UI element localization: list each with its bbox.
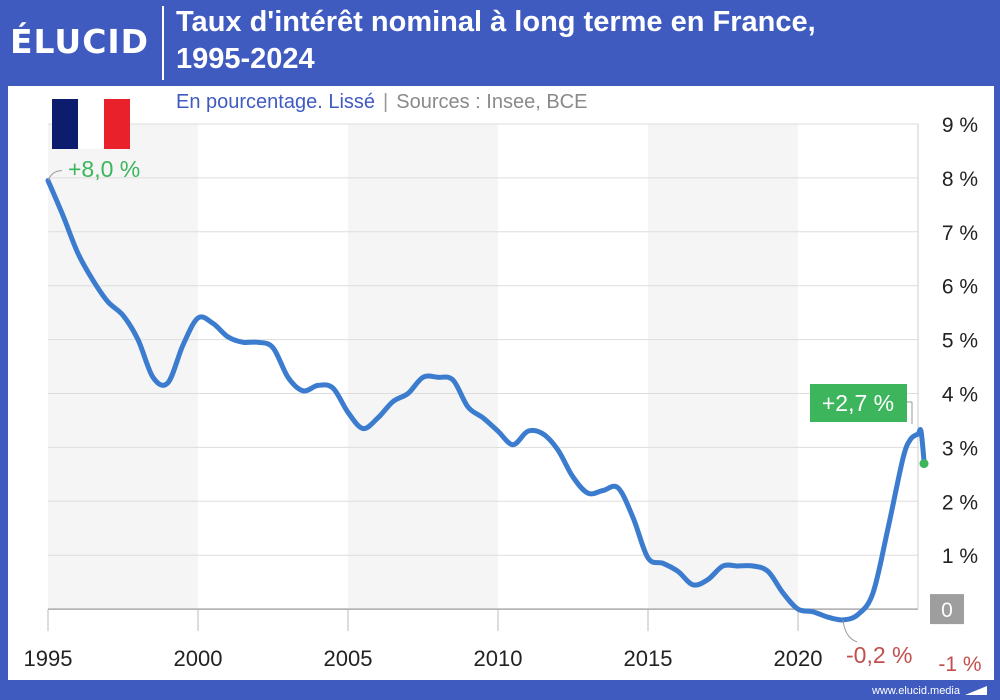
y-tick-label: 9 % [942,114,978,137]
start-value-annotation: +8,0 % [68,156,140,182]
flag-white-stripe [78,99,104,149]
min-value-annotation: -0,2 % [846,642,912,668]
elucid-mark-icon [965,686,987,695]
france-flag-icon [52,99,130,149]
y-tick-label: 3 % [942,437,978,460]
website-url: www.elucid.media [871,685,960,697]
y-tick-label: 6 % [942,276,978,299]
x-tick-label: 2020 [774,646,823,671]
elucid-logo: ÉLUCID [10,22,150,61]
header-divider [162,6,164,80]
background-band [348,124,498,610]
rate-series-line [45,178,927,623]
x-tick-label: 2005 [324,646,373,671]
end-value-box [810,384,907,422]
y-tick-label: 0 [941,599,953,622]
zero-label-box: 0 [930,594,964,625]
y-tick-label: 5 % [942,330,978,353]
chart-title: Taux d'intérêt nominal à long terme en F… [176,4,976,78]
x-tick-label: 2015 [624,646,673,671]
x-tick-label: 2010 [474,646,523,671]
y-tick-label: 7 % [942,222,978,245]
end-value-annotation: +2,7 % [810,384,907,422]
chart-subtitle: En pourcentage. Lissé | Sources : Insee, B… [176,90,587,114]
zero-box-bg [930,594,964,625]
flag-red-stripe [104,99,130,149]
y-tick-label: 8 % [942,168,978,191]
chart-title-line-1: Taux d'intérêt nominal à long terme en F… [176,6,816,38]
end-value-dot [919,459,929,469]
y-tick-label: 2 % [942,491,978,514]
subtitle-separator: | [383,91,389,113]
x-tick-label: 1995 [24,646,73,671]
flag-blue-stripe [52,99,78,149]
end-value-text: +2,7 % [822,390,894,416]
x-tick-label: 2000 [174,646,223,671]
sources-text: Sources : Insee, BCE [396,91,588,113]
min-annotation-leader [842,619,858,643]
background-band [648,124,798,610]
y-tick-label: 4 % [942,384,978,407]
subtitle-text: En pourcentage. Lissé [176,91,376,113]
chart-title-line-2: 1995-2024 [176,43,315,75]
y-tick-label: 1 % [942,545,978,568]
header: ÉLUCID Taux d'intérêt nominal à long ter… [0,0,1000,86]
y-tick-label: -1 % [938,653,981,676]
start-annotation-leader [47,170,63,181]
